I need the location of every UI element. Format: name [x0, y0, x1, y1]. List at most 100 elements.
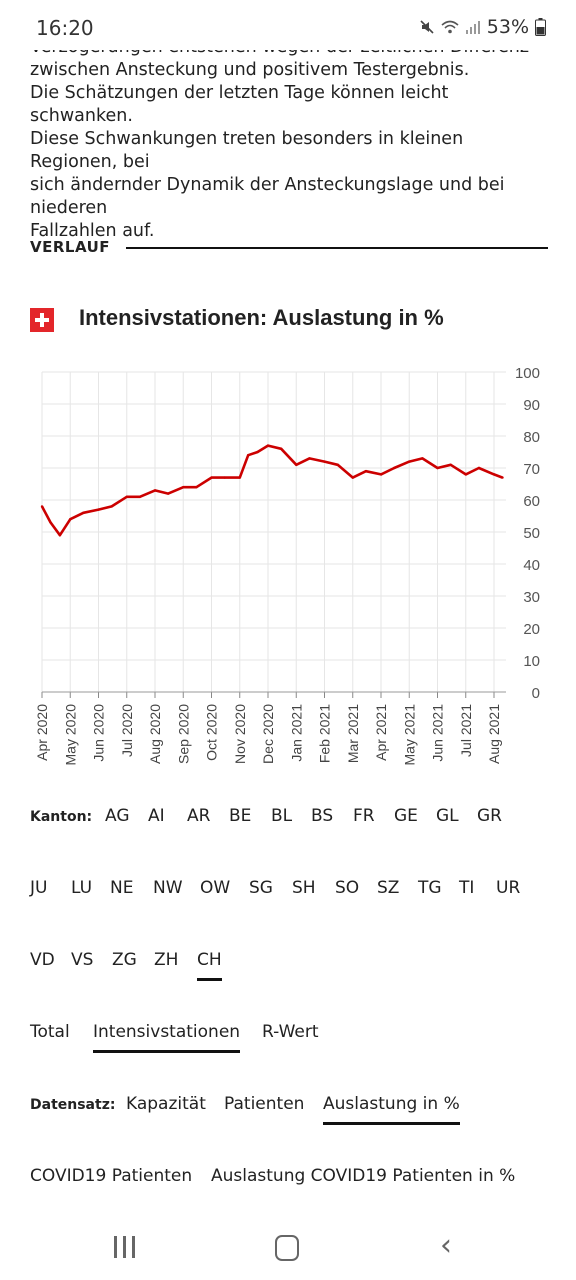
kanton-option-ti[interactable]: TI	[459, 878, 475, 898]
kanton-option-ur[interactable]: UR	[496, 878, 521, 898]
x-tick-label: Apr 2020	[34, 704, 50, 761]
data-point	[323, 460, 326, 463]
kanton-option-ge[interactable]: GE	[394, 806, 418, 826]
status-time: 16:20	[36, 16, 94, 40]
y-tick-label: 70	[523, 461, 540, 478]
navigation-bar: ‹	[0, 1210, 576, 1280]
section-divider	[126, 247, 548, 249]
y-tick-label: 20	[523, 621, 540, 638]
option-auslastung-covid19[interactable]: Auslastung COVID19 Patienten in %	[211, 1166, 516, 1186]
data-point	[379, 473, 383, 476]
kanton-option-bs[interactable]: BS	[311, 806, 334, 826]
kanton-option-ne[interactable]: NE	[110, 878, 134, 898]
y-tick-label: 30	[523, 589, 540, 606]
kanton-option-zh[interactable]: ZH	[154, 950, 179, 970]
x-tick-label: Apr 2021	[373, 704, 389, 761]
x-tick-label: Jul 2020	[119, 704, 135, 757]
data-point	[408, 460, 411, 463]
x-tick-label: Jan 2021	[288, 704, 304, 762]
data-point	[464, 473, 467, 476]
wifi-icon	[441, 20, 459, 34]
data-point	[256, 450, 259, 454]
data-point	[436, 466, 439, 470]
mute-icon	[420, 20, 434, 34]
status-bar: 16:20 53%	[0, 0, 576, 50]
data-point	[336, 463, 339, 466]
kanton-option-bl[interactable]: BL	[271, 806, 293, 826]
data-point	[351, 476, 354, 479]
kanton-option-fr[interactable]: FR	[353, 806, 375, 826]
data-point	[97, 508, 100, 511]
tab-intensivstationen[interactable]: Intensivstationen	[93, 1022, 241, 1053]
kanton-option-sz[interactable]: SZ	[377, 878, 400, 898]
y-tick-label: 100	[515, 365, 540, 382]
kanton-option-nw[interactable]: NW	[153, 878, 183, 898]
kanton-label: Kanton:	[30, 809, 93, 825]
kanton-option-ju[interactable]: JU	[30, 878, 48, 898]
tab-r-wert[interactable]: R-Wert	[262, 1022, 319, 1042]
option-covid19-patienten[interactable]: COVID19 Patienten	[30, 1166, 193, 1186]
intro-line: Diese Schwankungen treten besonders in k…	[30, 129, 464, 172]
kanton-option-sg[interactable]: SG	[249, 878, 273, 898]
kanton-option-gr[interactable]: GR	[477, 806, 502, 826]
recents-icon[interactable]	[114, 1236, 136, 1258]
x-tick-label: Aug 2021	[486, 704, 502, 764]
data-point	[110, 505, 113, 508]
kanton-option-ow[interactable]: OW	[200, 878, 231, 898]
swiss-flag-icon	[30, 308, 54, 332]
x-tick-label: Mar 2021	[345, 704, 361, 763]
kanton-option-zg[interactable]: ZG	[112, 950, 137, 970]
intro-text: Verzögerungen entstehen wegen der zeitli…	[30, 36, 550, 243]
kanton-option-tg[interactable]: TG	[418, 878, 442, 898]
data-point	[49, 521, 52, 524]
data-point	[247, 454, 250, 457]
data-point	[138, 495, 142, 498]
kanton-option-gl[interactable]: GL	[436, 806, 459, 826]
section-title: VERLAUF	[30, 238, 111, 256]
series-line	[40, 444, 503, 537]
kanton-option-ag[interactable]: AG	[105, 806, 130, 826]
kanton-option-sh[interactable]: SH	[292, 878, 316, 898]
status-icons: 53%	[419, 16, 546, 38]
battery-icon	[535, 18, 546, 36]
x-tick-label: Aug 2020	[147, 704, 163, 764]
kanton-option-be[interactable]: BE	[229, 806, 252, 826]
data-point	[82, 511, 85, 514]
kanton-option-so[interactable]: SO	[335, 878, 360, 898]
kanton-option-lu[interactable]: LU	[71, 878, 93, 898]
data-point	[238, 476, 241, 479]
home-icon[interactable]	[275, 1235, 299, 1261]
data-point	[58, 534, 62, 537]
kanton-option-ai[interactable]: AI	[148, 806, 165, 826]
datensatz-option-patienten[interactable]: Patienten	[224, 1094, 305, 1114]
data-point	[69, 518, 72, 521]
intro-line: Die Schätzungen der letzten Tage können …	[30, 83, 449, 126]
y-tick-label: 10	[523, 653, 540, 670]
kanton-row-3: VD VS ZG ZH CH	[30, 950, 550, 981]
kanton-option-vs[interactable]: VS	[71, 950, 94, 970]
intro-line: Fallzahlen auf.	[30, 221, 155, 241]
y-tick-label: 90	[523, 397, 540, 414]
kanton-option-ar[interactable]: AR	[187, 806, 211, 826]
data-point	[295, 463, 298, 466]
x-tick-label: Jun 2021	[430, 704, 446, 762]
data-point	[125, 495, 128, 498]
data-point	[449, 463, 452, 466]
datensatz-option-kapazitaet[interactable]: Kapazität	[126, 1094, 206, 1114]
kanton-row-2: JU LU NE NW OW SG SH SO SZ TG TI UR	[30, 878, 550, 908]
back-icon[interactable]: ‹	[440, 1228, 452, 1263]
y-tick-label: 60	[523, 493, 540, 510]
datensatz-option-auslastung[interactable]: Auslastung in %	[323, 1094, 460, 1125]
tab-total[interactable]: Total	[30, 1022, 70, 1042]
data-point	[223, 476, 226, 479]
topic-tabs: Total Intensivstationen R-Wert	[30, 1022, 550, 1053]
intro-line: sich ändernder Dynamik der Ansteckungsla…	[30, 175, 505, 218]
data-point	[501, 476, 504, 479]
x-tick-label: Oct 2020	[204, 704, 220, 761]
kanton-option-ch[interactable]: CH	[197, 950, 222, 981]
data-point	[210, 476, 213, 479]
y-tick-label: 80	[523, 429, 540, 446]
kanton-option-vd[interactable]: VD	[30, 950, 55, 970]
covid-options-row: COVID19 Patienten Auslastung COVID19 Pat…	[30, 1166, 550, 1196]
